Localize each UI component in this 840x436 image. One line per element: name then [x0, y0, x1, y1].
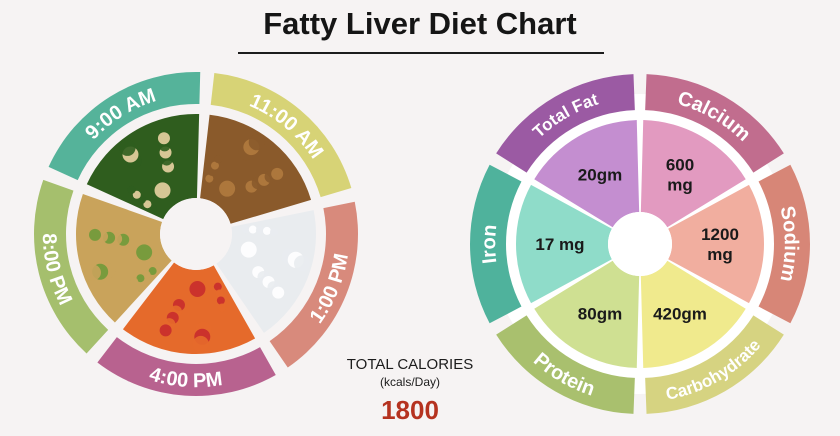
nutrient-segment-iron: Iron 17 mg [470, 164, 612, 324]
fruit-bowl-icon [122, 262, 256, 354]
nutrient-ring-band [496, 74, 635, 173]
meal-ring-band [97, 337, 276, 396]
nutrient-ring-band [645, 74, 784, 173]
nutrient-wedge [668, 184, 764, 304]
meal-ring-band [33, 179, 109, 354]
vegetable-rice-icon [76, 193, 172, 323]
total-calories-label: TOTAL CALORIES [346, 356, 474, 373]
meal-ring-band [269, 201, 358, 368]
nutrient-value: 80gm [578, 304, 622, 323]
chickpeas-icon [200, 114, 312, 224]
nutrient-wedge [516, 184, 612, 304]
meal-ring-band [48, 72, 201, 181]
nutrient-value: 600 mg [666, 156, 694, 195]
nutrient-value: 17 mg [535, 235, 584, 254]
nutrient-ring-band [496, 315, 635, 414]
total-calories-unit: (kcals/Day) [379, 375, 440, 389]
nutrient-name-label: Iron [478, 224, 501, 265]
nutrient-ring-band [645, 315, 784, 414]
nutrient-value: 420gm [653, 304, 707, 323]
meal-segment-9-00-am: 9:00 AM [48, 72, 201, 220]
nutrient-ring-band [470, 164, 522, 324]
nutrient-wedge [640, 120, 746, 228]
meal-schedule-wheel: 11:00 AM1:00 PM4:00 PM8:00 PM9:00 AM [33, 72, 358, 396]
total-calories-value: 1800 [381, 395, 439, 425]
wheel-center [608, 212, 672, 276]
title-underline [238, 52, 604, 54]
wheel-center [160, 198, 232, 270]
nutrient-wedge [640, 260, 746, 368]
nutrient-value: 20gm [578, 166, 622, 185]
page-title: Fatty Liver Diet Chart [263, 6, 577, 41]
nutrient-ring-band [758, 164, 811, 324]
meal-segment-4-00-pm: 4:00 PM [97, 262, 276, 396]
meal-ring-band [210, 73, 352, 198]
meal-segment-11-00-am: 11:00 AM [200, 73, 352, 224]
nutrient-value: 1200 mg [701, 225, 739, 264]
rice-bowl-icon [216, 210, 317, 333]
meal-segment-8-00-pm: 8:00 PM [33, 179, 172, 354]
nutrient-wedge [534, 120, 640, 228]
nutrient-wedge [534, 260, 640, 368]
flatbread-plate-icon [86, 114, 200, 220]
